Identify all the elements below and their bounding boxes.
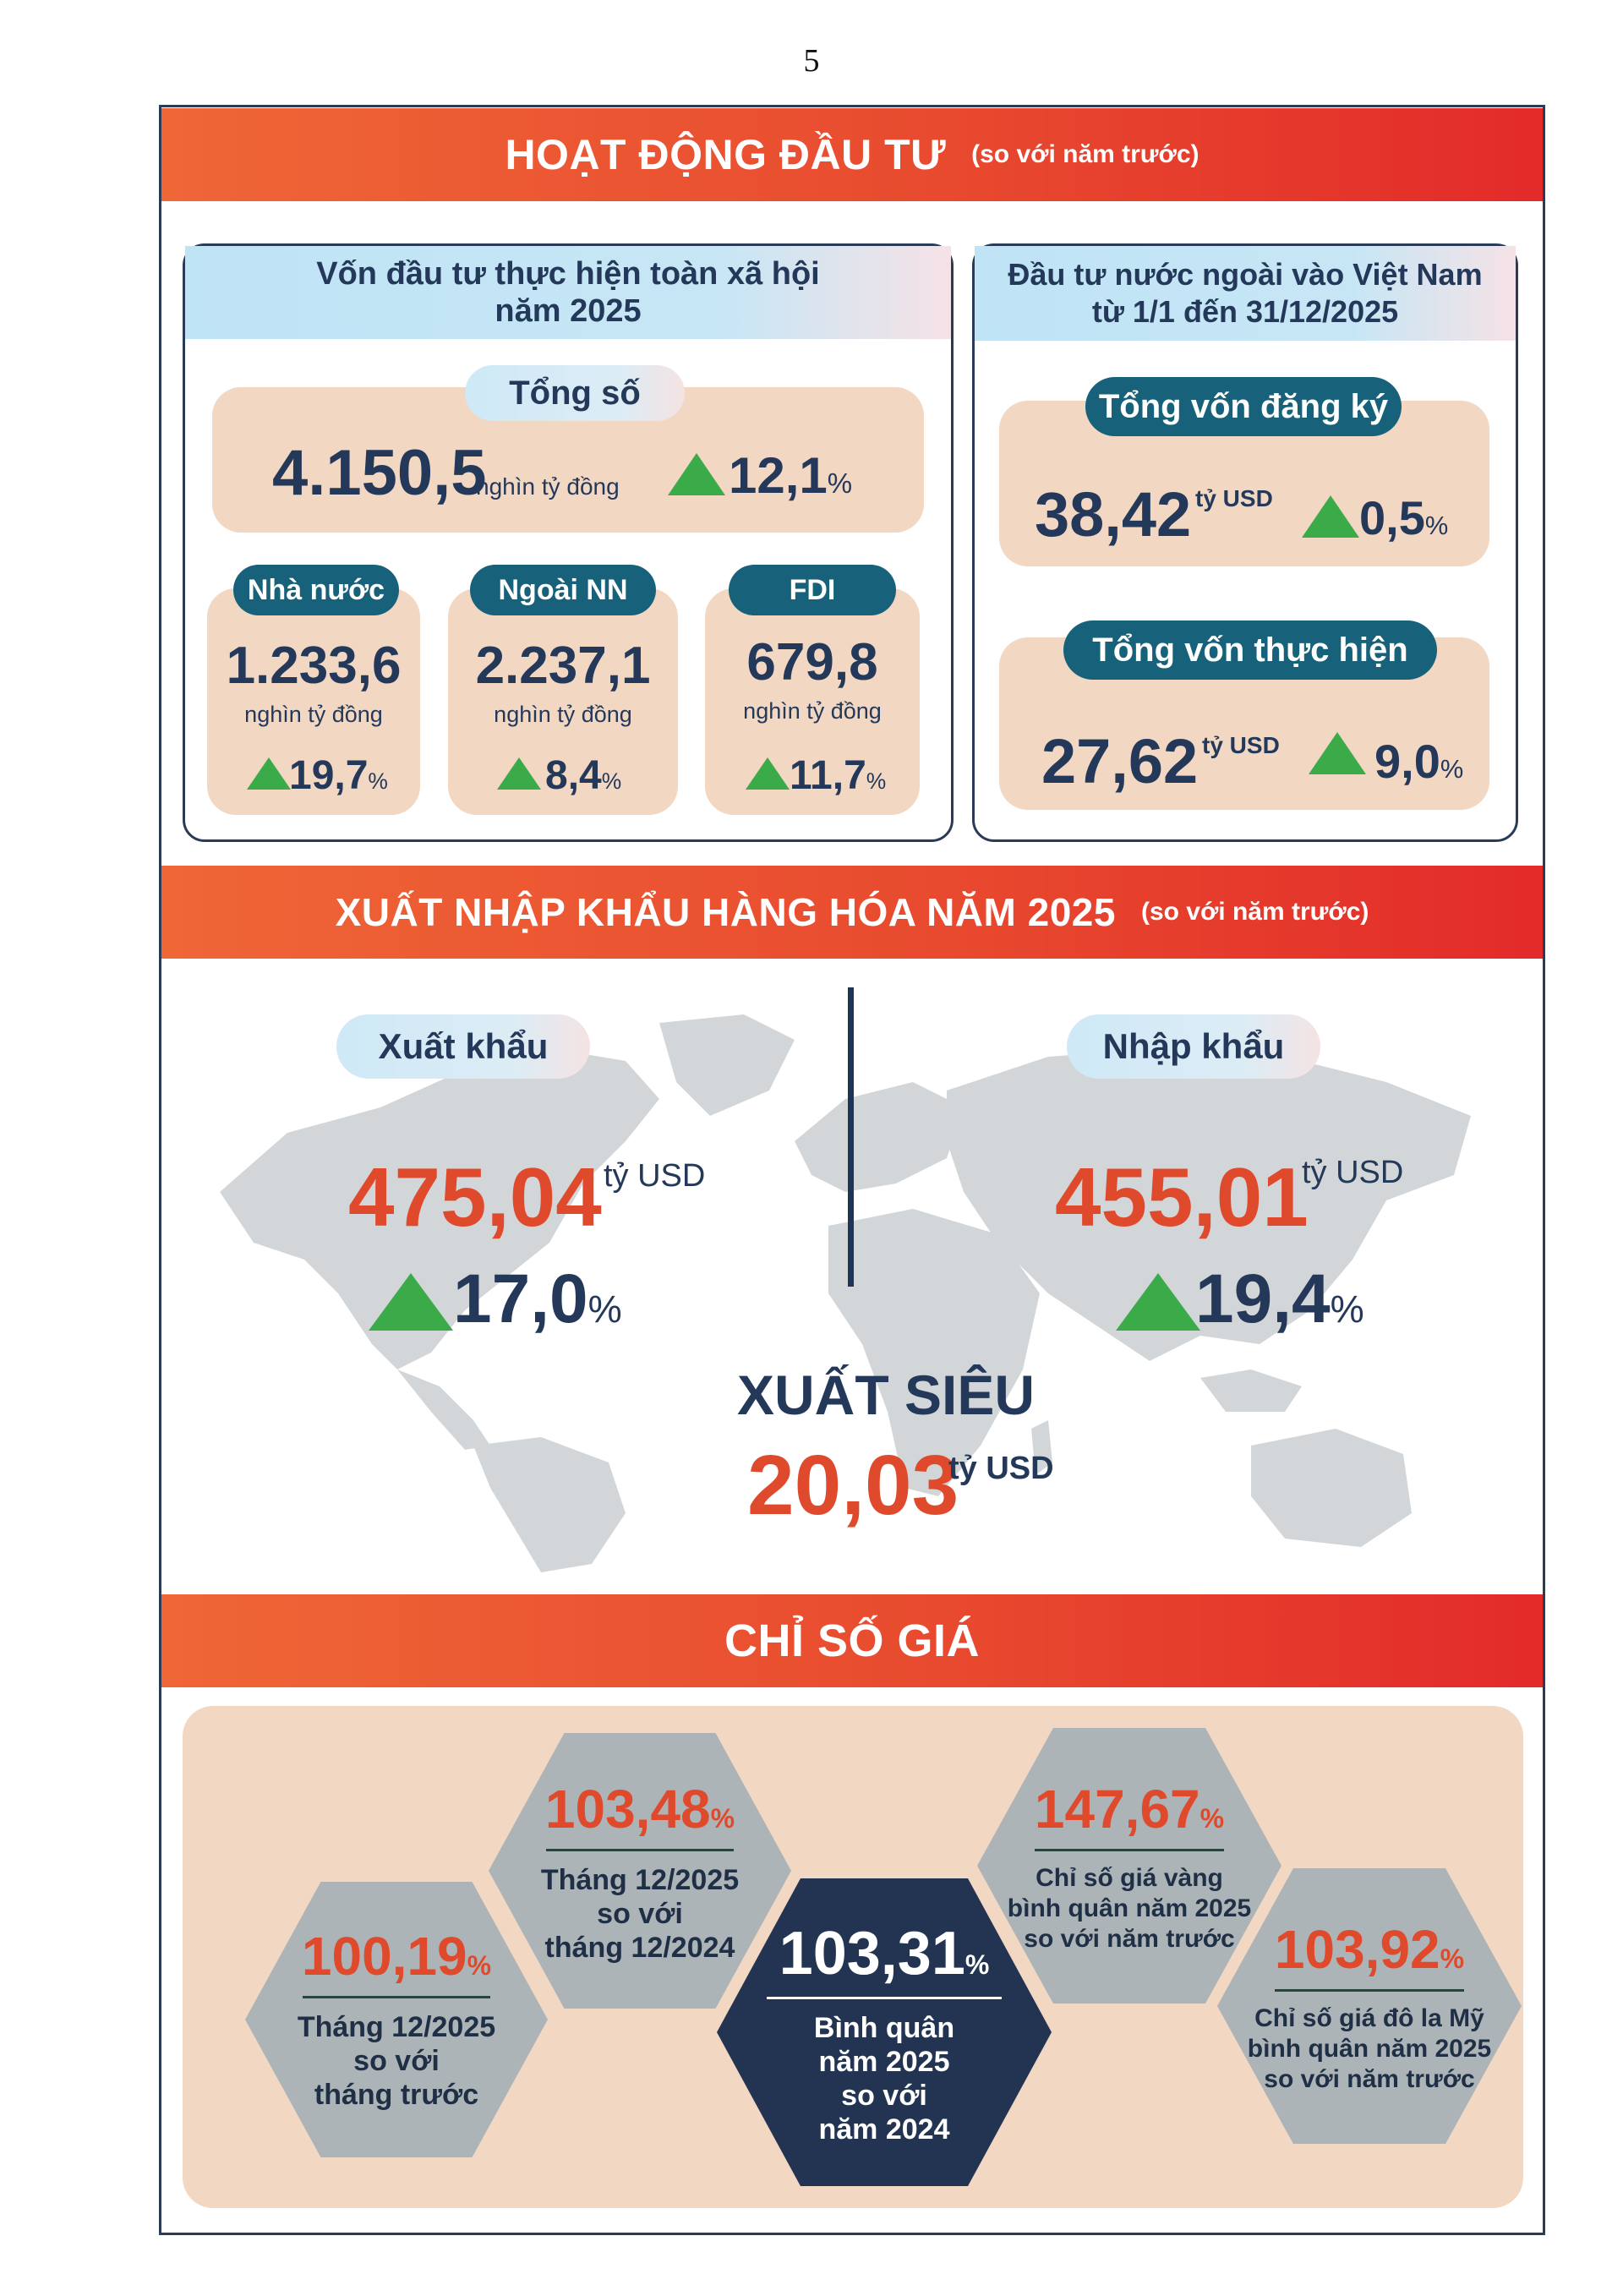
- registered-growth: 0,5%: [1359, 491, 1449, 544]
- fdi-heading-line1: Đầu tư nước ngoài vào Việt Nam: [1008, 257, 1483, 292]
- divider: [303, 1995, 490, 1998]
- surplus-value: 20,03: [747, 1438, 959, 1533]
- up-arrow-icon: [668, 453, 725, 495]
- fdi-box: [705, 588, 920, 815]
- social-heading-line2: năm 2025: [495, 293, 642, 329]
- up-arrow-icon: [746, 757, 790, 790]
- price-card-value: 103,48%: [544, 1778, 735, 1840]
- divider: [546, 1848, 734, 1851]
- nonstate-box: [448, 588, 678, 815]
- up-arrow-icon: [247, 757, 291, 790]
- implemented-value: 27,62: [1041, 726, 1199, 796]
- up-arrow-icon: [369, 1273, 453, 1331]
- trade-title: XUẤT NHẬP KHẨU HÀNG HÓA NĂM 2025: [335, 890, 1116, 934]
- investment-title: HOẠT ĐỘNG ĐẦU TƯ: [505, 131, 947, 178]
- investment-subtitle: (so với năm trước): [971, 140, 1199, 168]
- price-card-line3: so với: [841, 2079, 927, 2112]
- state-growth: 19,7%: [289, 753, 388, 798]
- up-arrow-icon: [1116, 1273, 1200, 1331]
- nonstate-value: 2.237,1: [475, 637, 651, 695]
- nonstate-growth: 8,4%: [545, 753, 622, 798]
- prices-title: CHỈ SỐ GIÁ: [724, 1615, 981, 1666]
- social-heading-line1: Vốn đầu tư thực hiện toàn xã hội: [316, 256, 820, 292]
- import-unit: tỷ USD: [1302, 1155, 1404, 1190]
- price-card-line1: Tháng 12/2025: [297, 2010, 496, 2043]
- price-card-value: 103,92%: [1274, 1918, 1465, 1980]
- import-growth: 19,4%: [1195, 1260, 1364, 1337]
- price-card-line3: tháng trước: [314, 2078, 479, 2111]
- price-card-line4: năm 2024: [818, 2113, 950, 2146]
- export-value: 475,04: [348, 1151, 602, 1244]
- up-arrow-icon: [1302, 495, 1359, 538]
- page-frame: [159, 105, 1545, 2235]
- world-map: [220, 1014, 1471, 1572]
- price-card-line1: Chỉ số giá đô la Mỹ: [1254, 2004, 1484, 2032]
- implemented-unit: tỷ USD: [1202, 732, 1280, 758]
- prices-banner: CHỈ SỐ GIÁ: [161, 1594, 1543, 1687]
- trade-banner: XUẤT NHẬP KHẨU HÀNG HÓA NĂM 2025 (so với…: [161, 866, 1543, 959]
- price-card-line2: bình quân năm 2025: [1007, 1894, 1252, 1922]
- divider: [848, 987, 854, 1287]
- divider: [1275, 1988, 1464, 1992]
- nonstate-label: Ngoài NN: [470, 565, 656, 615]
- up-arrow-icon: [497, 757, 541, 790]
- price-card-average: 103,31% Bình quân năm 2025 so với năm 20…: [717, 1878, 1052, 2186]
- price-card-line1: Bình quân: [813, 2011, 955, 2044]
- up-arrow-icon: [1309, 732, 1366, 774]
- nonstate-unit: nghìn tỷ đồng: [494, 702, 632, 727]
- surplus-label: XUẤT SIÊU: [737, 1364, 1036, 1426]
- export-growth: 17,0%: [453, 1260, 622, 1337]
- fdi-growth: 11,7%: [790, 753, 887, 798]
- implemented-label: Tổng vốn thực hiện: [1063, 620, 1437, 680]
- implemented-growth: 9,0%: [1374, 735, 1464, 788]
- export-unit: tỷ USD: [604, 1158, 706, 1194]
- price-card-line1: Tháng 12/2025: [540, 1863, 740, 1896]
- registered-unit: tỷ USD: [1195, 485, 1273, 511]
- trade-subtitle: (so với năm trước): [1140, 898, 1369, 926]
- state-value: 1.233,6: [226, 637, 402, 695]
- total-growth: 12,1%: [729, 447, 853, 504]
- fdi-value: 679,8: [746, 633, 878, 692]
- state-box: [207, 588, 420, 815]
- page-number: 5: [803, 43, 820, 79]
- fdi-heading-line2: từ 1/1 đến 31/12/2025: [1091, 294, 1399, 329]
- price-card-value: 103,31%: [779, 1919, 990, 1987]
- social-investment-heading: Vốn đầu tư thực hiện toàn xã hội năm 202…: [185, 246, 951, 339]
- import-value: 455,01: [1055, 1151, 1309, 1244]
- price-card-line2: bình quân năm 2025: [1247, 2034, 1492, 2063]
- divider: [1035, 1848, 1224, 1851]
- price-card-line3: so với năm trước: [1024, 1924, 1235, 1953]
- total-value: 4.150,5: [272, 437, 487, 509]
- export-label: Xuất khẩu: [336, 1014, 590, 1079]
- total-unit: nghìn tỷ đồng: [476, 473, 620, 500]
- fdi-heading: Đầu tư nước ngoài vào Việt Nam từ 1/1 đế…: [975, 246, 1516, 341]
- price-card-line2: năm 2025: [818, 2045, 950, 2078]
- state-unit: nghìn tỷ đồng: [244, 702, 383, 727]
- price-card-line3: so với năm trước: [1264, 2064, 1475, 2093]
- registered-value: 38,42: [1035, 479, 1192, 549]
- fdi-unit: nghìn tỷ đồng: [743, 698, 882, 724]
- registered-label: Tổng vốn đăng ký: [1085, 377, 1402, 436]
- investment-banner: HOẠT ĐỘNG ĐẦU TƯ (so với năm trước): [161, 108, 1543, 201]
- divider: [767, 1996, 1002, 1999]
- price-card-line1: Chỉ số giá vàng: [1036, 1863, 1223, 1892]
- state-label: Nhà nước: [233, 565, 399, 615]
- total-label: Tổng số: [465, 365, 685, 421]
- import-label: Nhập khẩu: [1067, 1014, 1320, 1079]
- surplus-unit: tỷ USD: [948, 1451, 1054, 1486]
- price-card-value: 100,19%: [301, 1925, 492, 1987]
- price-card-line2: so với: [597, 1897, 683, 1930]
- fdi-label: FDI: [729, 565, 896, 615]
- price-card-value: 147,67%: [1034, 1778, 1225, 1840]
- price-card-line2: so với: [353, 2044, 440, 2077]
- price-card-line3: tháng 12/2024: [544, 1931, 735, 1964]
